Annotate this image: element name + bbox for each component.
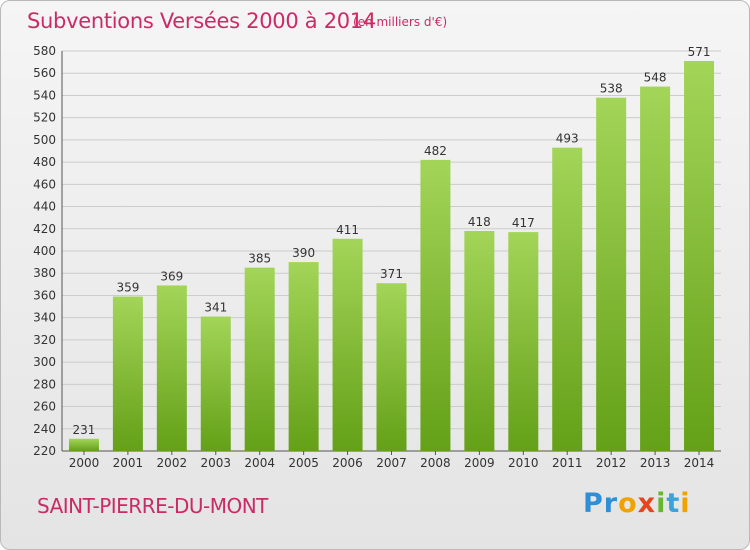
y-tick-label: 320: [33, 333, 56, 347]
x-tick-label: 2002: [157, 456, 188, 470]
bar-value-label: 417: [512, 216, 535, 230]
bar: [640, 87, 670, 451]
bar-value-label: 371: [380, 267, 403, 281]
chart-frame: Subventions Versées 2000 à 2014 (en mill…: [0, 0, 750, 550]
y-tick-label: 260: [33, 400, 56, 414]
y-tick-label: 540: [33, 88, 56, 102]
y-tick-label: 240: [33, 422, 56, 436]
bar-value-label: 369: [160, 269, 183, 283]
x-tick-label: 2009: [464, 456, 495, 470]
bar: [69, 439, 99, 451]
x-tick-label: 2013: [640, 456, 671, 470]
x-tick-label: 2011: [552, 456, 583, 470]
x-tick-label: 2004: [244, 456, 275, 470]
bar-value-label: 359: [116, 281, 139, 295]
bar-value-label: 390: [292, 246, 315, 260]
x-tick-label: 2005: [288, 456, 319, 470]
bar: [464, 231, 494, 451]
x-tick-label: 2014: [684, 456, 715, 470]
bar: [245, 268, 275, 451]
bar: [377, 283, 407, 451]
y-tick-label: 520: [33, 111, 56, 125]
y-tick-label: 480: [33, 155, 56, 169]
x-tick-label: 2006: [332, 456, 363, 470]
x-tick-label: 2008: [420, 456, 451, 470]
y-tick-label: 560: [33, 66, 56, 80]
bar-value-label: 231: [73, 423, 96, 437]
y-tick-label: 380: [33, 266, 56, 280]
y-tick-label: 500: [33, 133, 56, 147]
x-tick-label: 2010: [508, 456, 539, 470]
bar: [684, 61, 714, 451]
bar-chart: 220 240 260 280 300 320 340 360 380 400 420 440 460 4…: [1, 1, 749, 549]
y-tick-label: 420: [33, 222, 56, 236]
y-tick-label: 360: [33, 288, 56, 302]
y-tick-labels: 220 240 260 280 300 320 340 360 380 400 420 440 460 4…: [33, 44, 56, 458]
x-tick-label: 2012: [596, 456, 627, 470]
bar: [157, 285, 187, 451]
bar: [552, 148, 582, 451]
y-tick-label: 220: [33, 444, 56, 458]
bar-value-label: 418: [468, 215, 491, 229]
y-tick-label: 440: [33, 200, 56, 214]
bar-value-label: 411: [336, 223, 359, 237]
bar: [420, 160, 450, 451]
bar-value-label: 571: [688, 45, 711, 59]
y-tick-label: 280: [33, 377, 56, 391]
bar: [333, 239, 363, 451]
y-tick-label: 400: [33, 244, 56, 258]
bar-value-label: 538: [600, 82, 623, 96]
bars: [69, 61, 714, 451]
bar: [596, 98, 626, 451]
x-tick-labels: 2000 2001 2002 2003 2004 2005 2006 2007 2008 2009…: [69, 456, 715, 470]
x-tick-label: 2007: [376, 456, 407, 470]
bar-value-label: 385: [248, 252, 271, 266]
bar: [113, 297, 143, 451]
x-tick-label: 2003: [200, 456, 231, 470]
proxiti-logo[interactable]: Proxiti: [583, 488, 691, 519]
x-tick-label: 2000: [69, 456, 100, 470]
bar-value-label: 493: [556, 132, 579, 146]
bar-value-label: 482: [424, 144, 447, 158]
bar: [289, 262, 319, 451]
y-tick-label: 460: [33, 177, 56, 191]
y-tick-label: 300: [33, 355, 56, 369]
bar-value-label: 548: [644, 71, 667, 85]
y-tick-label: 580: [33, 44, 56, 58]
bar-value-label: 341: [204, 301, 227, 315]
y-tick-label: 340: [33, 311, 56, 325]
x-tick-label: 2001: [113, 456, 144, 470]
bar: [508, 232, 538, 451]
bar: [201, 317, 231, 451]
city-name: SAINT-PIERRE-DU-MONT: [37, 494, 268, 518]
